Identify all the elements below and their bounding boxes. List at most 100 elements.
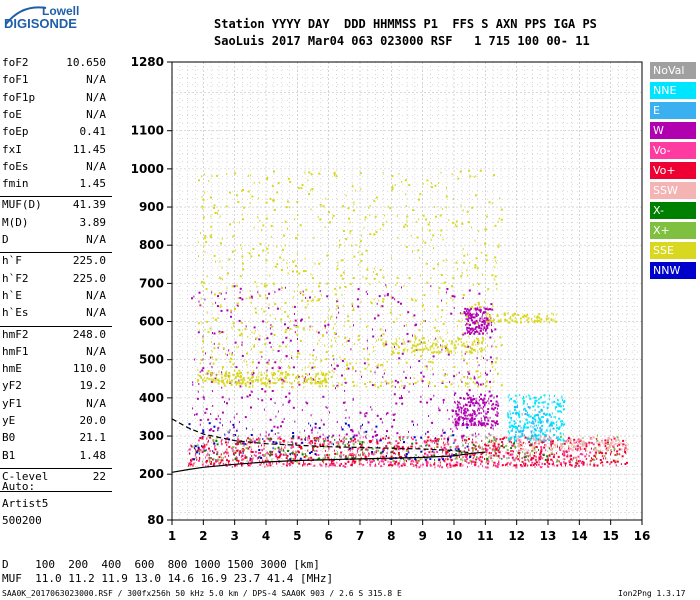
echo-point: [246, 371, 249, 374]
echo-point: [322, 444, 325, 447]
param-name: h`E: [2, 288, 22, 302]
echo-point: [211, 341, 212, 344]
echo-point: [292, 432, 295, 434]
echo-point: [576, 462, 579, 465]
echo-point: [438, 350, 441, 353]
echo-point: [478, 421, 481, 424]
echo-point: [281, 373, 283, 376]
echo-point: [206, 311, 208, 314]
echo-point: [539, 451, 542, 454]
echo-point: [202, 335, 204, 338]
echo-point: [370, 458, 372, 461]
echo-point: [344, 381, 347, 384]
echo-point: [467, 221, 470, 224]
echo-point: [410, 445, 413, 448]
echo-point: [495, 448, 498, 451]
echo-point: [248, 461, 250, 464]
echo-point: [468, 320, 469, 322]
echo-point: [439, 214, 442, 217]
echo-point: [450, 428, 452, 430]
echo-point: [351, 303, 354, 306]
echo-point: [355, 453, 357, 456]
echo-point: [318, 377, 321, 380]
param-row: M(D) 3.89: [2, 216, 106, 232]
echo-point: [394, 184, 396, 186]
echo-point: [392, 459, 395, 462]
x-tick-label: 3: [230, 529, 238, 543]
echo-point: [354, 460, 357, 463]
echo-point: [246, 395, 249, 398]
echo-point: [412, 350, 415, 353]
echo-point: [250, 463, 252, 466]
echo-point: [476, 311, 478, 314]
echo-point: [388, 464, 390, 467]
echo-point: [570, 464, 573, 467]
echo-point: [438, 458, 441, 461]
echo-point: [403, 459, 406, 462]
echo-point: [362, 423, 363, 426]
echo-point: [240, 244, 241, 247]
echo-point: [547, 437, 549, 440]
echo-point: [369, 283, 371, 286]
echo-point: [431, 368, 433, 371]
echo-point: [461, 409, 463, 412]
echo-point: [237, 438, 239, 441]
echo-point: [201, 175, 203, 178]
echo-point: [344, 465, 347, 468]
echo-point: [329, 463, 332, 466]
echo-point: [254, 307, 257, 310]
echo-point: [202, 429, 205, 432]
echo-point: [423, 294, 426, 297]
echo-point: [408, 458, 410, 461]
echo-point: [471, 417, 474, 420]
echo-point: [234, 434, 237, 437]
echo-point: [304, 171, 306, 174]
echo-point: [284, 371, 287, 374]
echo-point: [408, 390, 410, 393]
echo-point: [580, 448, 583, 451]
echo-point: [471, 341, 473, 344]
echo-point: [479, 423, 482, 426]
echo-point: [420, 464, 422, 467]
echo-point: [256, 366, 258, 369]
echo-point: [422, 337, 425, 340]
echo-point: [193, 458, 195, 461]
echo-point: [467, 274, 469, 277]
echo-point: [354, 189, 356, 192]
echo-point: [353, 255, 356, 258]
echo-point: [347, 319, 350, 322]
echo-point: [343, 436, 345, 439]
echo-point: [262, 320, 265, 323]
echo-point: [493, 174, 495, 177]
echo-point: [596, 437, 598, 440]
echo-point: [357, 338, 360, 341]
echo-point: [328, 448, 330, 451]
echo-point: [340, 383, 343, 386]
echo-point: [523, 456, 526, 459]
echo-point: [447, 409, 449, 412]
echo-point: [309, 296, 311, 299]
echo-point: [223, 384, 226, 387]
echo-point: [199, 437, 202, 439]
echo-point: [342, 454, 344, 457]
echo-point: [465, 382, 467, 385]
echo-point: [494, 421, 497, 424]
echo-point: [213, 342, 215, 345]
echo-point: [406, 448, 409, 451]
echo-point: [604, 444, 605, 447]
echo-point: [369, 381, 372, 383]
echo-point: [445, 195, 448, 198]
x-tick-label: 12: [508, 529, 525, 543]
echo-point: [591, 457, 592, 460]
echo-point: [250, 390, 252, 393]
echo-point: [343, 440, 345, 443]
echo-point: [471, 343, 473, 346]
x-tick-label: 7: [356, 529, 364, 543]
echo-point: [225, 352, 226, 355]
echo-point: [469, 454, 472, 457]
echo-point: [449, 450, 451, 453]
echo-point: [347, 339, 350, 342]
echo-point: [552, 313, 554, 316]
echo-point: [506, 457, 508, 460]
echo-point: [394, 460, 397, 463]
